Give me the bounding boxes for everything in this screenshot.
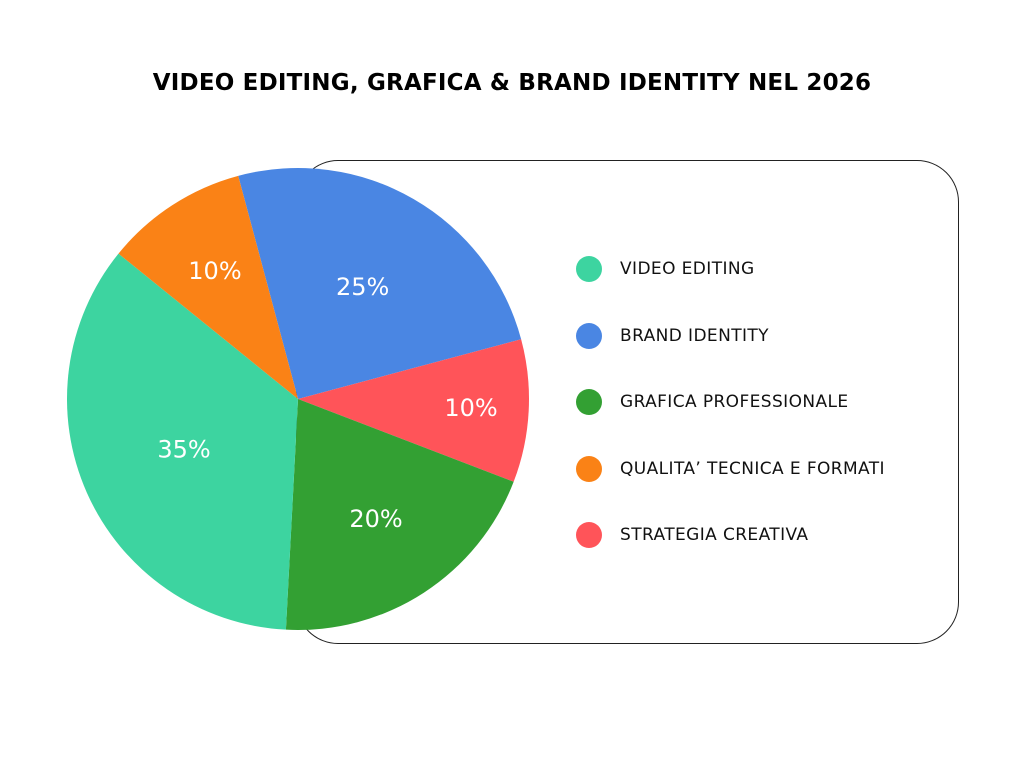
chart-legend: VIDEO EDITING BRAND IDENTITY GRAFICA PRO… [576,256,885,589]
legend-item-video-editing: VIDEO EDITING [576,256,885,282]
slice-percent-label: 25% [336,273,389,301]
pie-slice-brand-identity [238,168,522,399]
pie-slice-video-editing [66,253,299,630]
legend-item-brand-identity: BRAND IDENTITY [576,322,885,349]
chart-title: VIDEO EDITING, GRAFICA & BRAND IDENTITY … [152,70,872,96]
legend-label: VIDEO EDITING [620,259,755,279]
legend-label: BRAND IDENTITY [620,325,769,346]
legend-item-qualita-tecnica: QUALITA’ TECNICA E FORMATI [576,455,885,482]
legend-label: QUALITA’ TECNICA E FORMATI [620,458,885,479]
pie-slice-strategia-creativa [298,339,530,482]
legend-swatch-icon [576,322,602,349]
pie-slice-qualita-tecnica-e-formati [118,175,299,399]
legend-swatch-icon [576,455,602,482]
legend-item-grafica-professionale: GRAFICA PROFESSIONALE [576,389,885,415]
legend-item-strategia-creativa: STRATEGIA CREATIVA [576,522,885,548]
slice-percent-label: 10% [444,394,497,422]
legend-swatch-icon [576,522,602,548]
pie-slice-grafica-professionale [285,399,514,630]
legend-swatch-icon [576,256,602,282]
legend-swatch-icon [576,389,602,415]
slice-percent-label: 10% [188,257,241,285]
legend-label: GRAFICA PROFESSIONALE [620,392,849,412]
slice-percent-label: 20% [349,505,402,533]
slice-percent-label: 35% [157,436,210,464]
legend-label: STRATEGIA CREATIVA [620,525,809,545]
